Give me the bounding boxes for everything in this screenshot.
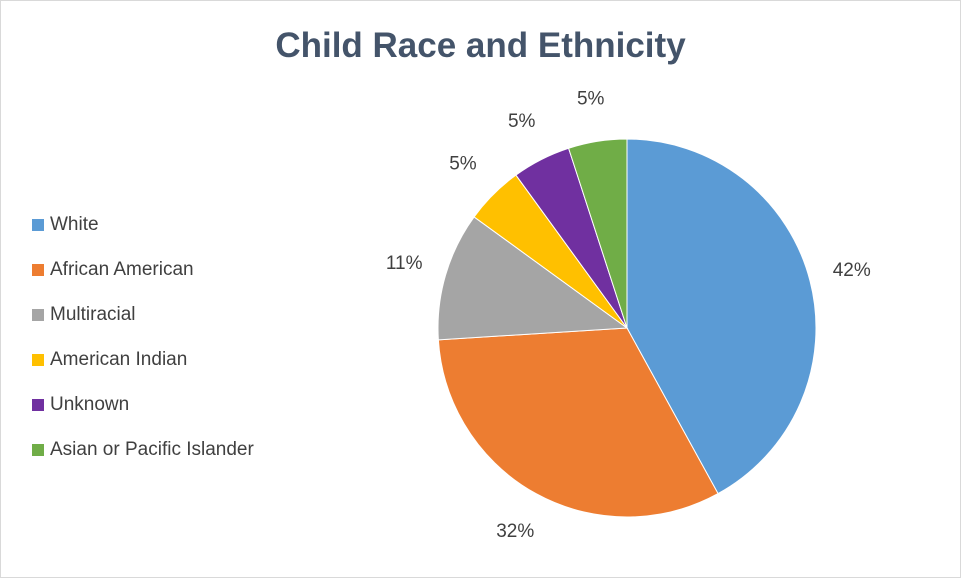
legend-swatch: [32, 398, 44, 411]
legend-item: Unknown: [32, 382, 254, 427]
legend-swatch: [32, 443, 44, 456]
pie-slice-0: [626, 138, 817, 495]
legend-swatch: [32, 308, 44, 321]
pie-slice-2: [437, 216, 629, 341]
data-label-5: 5%: [577, 88, 605, 109]
legend-item: Multiracial: [32, 292, 254, 337]
legend: White African American Multiracial Ameri…: [32, 202, 254, 472]
data-label-4: 5%: [508, 111, 536, 132]
pie-slice-1: [437, 327, 719, 518]
legend-item: Asian or Pacific Islander: [32, 427, 254, 472]
pie-data-labels: 42% 32% 11% 5% 5% 5%: [386, 88, 871, 541]
legend-swatch: [32, 263, 44, 276]
legend-item: African American: [32, 247, 254, 292]
legend-label: African American: [50, 258, 194, 280]
data-label-3: 5%: [449, 153, 477, 174]
legend-label: Unknown: [50, 393, 130, 415]
pie-slice-5: [567, 138, 628, 329]
legend-swatch: [32, 353, 44, 366]
legend-swatch: [32, 218, 44, 231]
data-label-1: 32%: [496, 521, 534, 542]
legend-label: American Indian: [50, 348, 188, 370]
data-label-0: 42%: [833, 260, 871, 281]
legend-item: White: [32, 202, 254, 247]
legend-item: American Indian: [32, 337, 254, 382]
legend-label: Multiracial: [50, 303, 136, 325]
chart-title: Child Race and Ethnicity: [275, 26, 686, 65]
legend-label: Asian or Pacific Islander: [50, 438, 254, 460]
legend-label: White: [50, 213, 99, 235]
data-label-2: 11%: [386, 253, 423, 274]
pie-slices: [437, 138, 817, 518]
